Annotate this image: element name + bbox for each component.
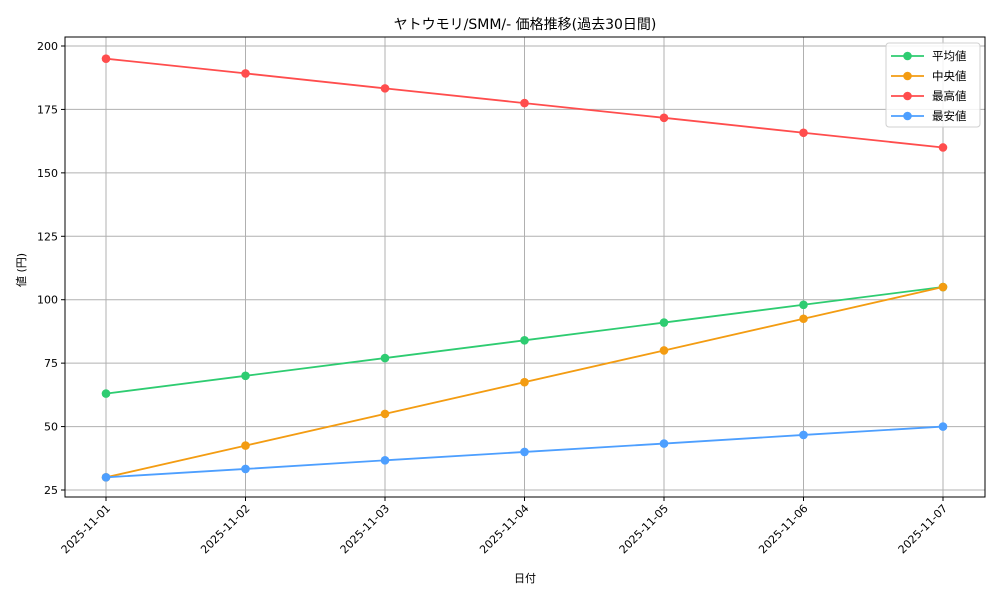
data-point bbox=[241, 441, 250, 450]
y-tick-label: 25 bbox=[44, 484, 58, 497]
legend-label: 中央値 bbox=[932, 69, 967, 83]
legend-label: 最高値 bbox=[932, 89, 967, 103]
x-tick-label: 2025-11-02 bbox=[198, 502, 252, 556]
legend-marker-icon bbox=[903, 111, 912, 121]
x-tick-label: 2025-11-01 bbox=[59, 502, 113, 556]
y-axis-ticks: 25 50 75 100 125 150 175 200 bbox=[37, 40, 65, 497]
data-point bbox=[241, 464, 250, 474]
y-tick-label: 150 bbox=[37, 167, 58, 180]
chart-title: ヤトウモリ/SMM/- 価格推移(過去30日間) bbox=[394, 17, 657, 33]
data-point bbox=[520, 447, 529, 457]
legend-item: 最安値 bbox=[891, 109, 967, 123]
data-point bbox=[380, 84, 390, 93]
y-tick-label: 75 bbox=[44, 357, 58, 370]
data-point bbox=[659, 346, 669, 355]
series-lines bbox=[101, 54, 948, 482]
data-point bbox=[520, 98, 529, 108]
data-point bbox=[101, 54, 111, 63]
series-最高値 bbox=[101, 54, 948, 152]
data-point bbox=[799, 314, 808, 324]
data-point bbox=[241, 69, 250, 78]
legend-marker-icon bbox=[903, 51, 912, 61]
legend-label: 最安値 bbox=[932, 109, 967, 123]
data-point bbox=[380, 409, 390, 419]
legend-marker-icon bbox=[903, 71, 912, 81]
data-point bbox=[241, 371, 250, 381]
x-tick-label: 2025-11-04 bbox=[477, 502, 531, 556]
data-point bbox=[938, 282, 948, 292]
series-最安値 bbox=[101, 422, 948, 482]
data-point bbox=[659, 439, 669, 448]
x-tick-label: 2025-11-03 bbox=[338, 502, 392, 556]
data-point bbox=[799, 430, 808, 440]
y-tick-label: 100 bbox=[37, 294, 58, 307]
grid-lines bbox=[65, 37, 985, 497]
data-point bbox=[380, 353, 390, 363]
x-tick-label: 2025-11-05 bbox=[617, 502, 671, 556]
legend-box bbox=[885, 42, 981, 128]
data-point bbox=[659, 318, 669, 327]
data-point bbox=[520, 336, 529, 345]
y-axis-label: 値 (円) bbox=[15, 253, 28, 287]
y-tick-label: 200 bbox=[37, 40, 58, 53]
y-tick-label: 175 bbox=[37, 103, 58, 116]
data-point bbox=[659, 113, 669, 123]
y-tick-label: 50 bbox=[44, 421, 58, 434]
data-point bbox=[799, 300, 808, 310]
x-axis-label: 日付 bbox=[514, 572, 536, 585]
data-point bbox=[101, 389, 111, 398]
data-point bbox=[380, 456, 390, 465]
legend-item: 平均値 bbox=[891, 49, 967, 63]
legend-label: 平均値 bbox=[932, 49, 967, 63]
legend-marker-icon bbox=[903, 91, 912, 101]
y-tick-label: 125 bbox=[37, 230, 58, 243]
data-point bbox=[799, 128, 808, 138]
x-axis-ticks: 2025-11-01 2025-11-02 2025-11-03 2025-11-04… bbox=[59, 497, 950, 556]
legend-item: 中央値 bbox=[891, 69, 967, 83]
data-point bbox=[520, 377, 529, 387]
x-tick-label: 2025-11-06 bbox=[756, 502, 810, 556]
x-tick-label: 2025-11-07 bbox=[896, 502, 950, 556]
legend-item: 最高値 bbox=[891, 89, 967, 103]
data-point bbox=[938, 422, 948, 431]
data-point bbox=[938, 143, 948, 152]
data-point bbox=[101, 473, 111, 482]
